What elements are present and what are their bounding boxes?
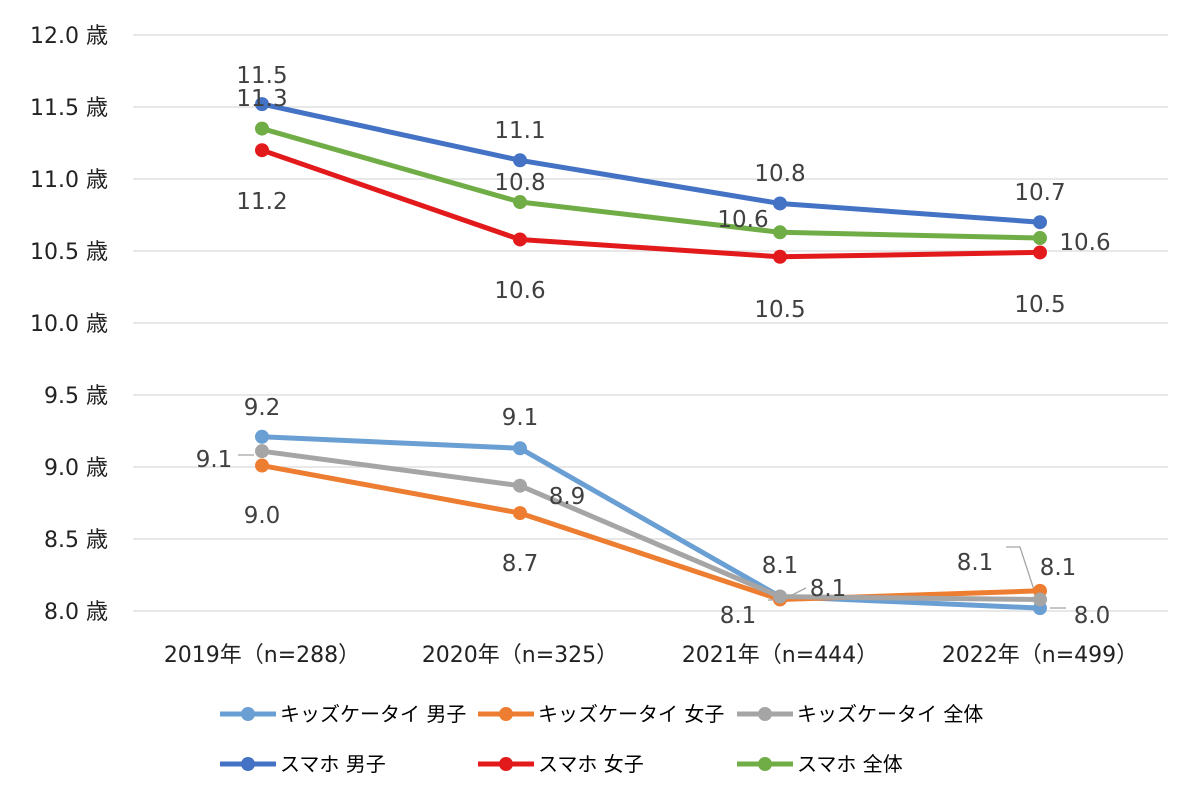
- legend-marker: [241, 757, 255, 771]
- data-label: 10.6: [717, 207, 768, 233]
- data-point: [513, 441, 527, 456]
- data-point: [255, 458, 269, 473]
- data-label: 8.1: [1040, 555, 1077, 581]
- data-label: 9.2: [244, 395, 281, 421]
- legend-marker: [499, 707, 513, 721]
- gridlines: [133, 34, 1168, 612]
- data-point: [255, 121, 269, 136]
- legend-label: スマホ 男子: [280, 752, 386, 776]
- y-tick-label: 8.0 歳: [44, 600, 108, 625]
- y-tick-label: 10.0 歳: [30, 312, 108, 337]
- series: [255, 121, 1047, 246]
- legend-label: スマホ 全体: [797, 752, 903, 776]
- data-point: [513, 232, 527, 247]
- data-label: 8.1: [957, 550, 994, 576]
- legend-label: キッズケータイ 女子: [538, 702, 724, 726]
- data-label: 10.5: [1014, 292, 1065, 318]
- legend-marker: [499, 757, 513, 771]
- data-label: 10.6: [1059, 230, 1110, 256]
- data-label: 10.7: [1014, 180, 1065, 206]
- data-point: [255, 444, 269, 459]
- data-label: 11.2: [236, 189, 287, 215]
- data-point: [773, 249, 787, 264]
- data-label: 10.5: [754, 297, 805, 323]
- series: [255, 458, 1047, 607]
- x-category-label: 2019年（n=288）: [164, 643, 360, 668]
- series-line: [259, 147, 1043, 260]
- legend-label: キッズケータイ 全体: [797, 702, 983, 726]
- data-label: 9.1: [502, 405, 539, 431]
- data-point: [255, 97, 269, 112]
- data-label: 8.1: [810, 576, 847, 602]
- legend-label: キッズケータイ 男子: [280, 702, 466, 726]
- y-axis-tick-labels: 8.0 歳 8.5 歳 9.0 歳 9.5 歳 10.0 歳 10.5 歳 11.0 歳 11…: [30, 24, 108, 625]
- series-line: [259, 448, 1043, 602]
- data-label: 8.0: [1074, 603, 1111, 629]
- y-tick-label: 12.0 歳: [30, 24, 108, 49]
- legend-item: キッズケータイ 女子: [478, 702, 724, 726]
- x-category-label: 2022年（n=499）: [942, 643, 1138, 668]
- data-label: 8.1: [720, 603, 757, 629]
- label-leader-lines: [238, 454, 1066, 609]
- legend-marker: [241, 707, 255, 721]
- data-point: [1033, 231, 1047, 246]
- y-tick-label: 8.5 歳: [44, 528, 108, 553]
- data-label: 10.8: [754, 161, 805, 187]
- data-point: [255, 143, 269, 158]
- data-point: [513, 506, 527, 521]
- series-lines: [255, 97, 1047, 616]
- x-axis-category-labels: 2019年（n=288） 2020年（n=325） 2021年（n=444） 2022…: [164, 643, 1138, 668]
- y-tick-label: 10.5 歳: [30, 240, 108, 265]
- data-point: [1033, 245, 1047, 260]
- series: [255, 97, 1047, 230]
- series: [255, 444, 1047, 607]
- data-point: [513, 153, 527, 168]
- series-line: [259, 126, 1043, 241]
- legend-item: スマホ 女子: [478, 752, 644, 776]
- y-tick-label: 11.0 歳: [30, 168, 108, 193]
- x-category-label: 2020年（n=325）: [422, 643, 618, 668]
- series: [255, 429, 1047, 616]
- x-category-label: 2021年（n=444）: [682, 643, 878, 668]
- data-point: [513, 195, 527, 210]
- data-label: 9.0: [244, 503, 281, 529]
- data-label: 11.1: [494, 118, 545, 144]
- legend-marker: [758, 757, 772, 771]
- y-tick-label: 11.5 歳: [30, 96, 108, 121]
- data-point: [1033, 592, 1047, 607]
- series: [255, 143, 1047, 264]
- legend-label: スマホ 女子: [538, 752, 644, 776]
- data-label: 8.1: [762, 553, 799, 579]
- legend-item: スマホ 男子: [220, 752, 386, 776]
- data-point: [513, 478, 527, 493]
- data-label: 8.9: [549, 484, 586, 510]
- data-labels: 9.2 9.18.18.09.08.78.18.19.18.98.18.111.5…: [196, 63, 1111, 629]
- data-label: 9.1: [196, 447, 233, 473]
- data-label: 11.5: [236, 63, 287, 89]
- data-label: 11.3: [236, 86, 287, 112]
- legend-marker: [758, 707, 772, 721]
- leader-line: [1006, 546, 1037, 597]
- legend-item: キッズケータイ 全体: [737, 702, 983, 726]
- y-tick-label: 9.5 歳: [44, 384, 108, 409]
- data-label: 10.8: [494, 170, 545, 196]
- data-label: 10.6: [494, 278, 545, 304]
- data-point: [255, 429, 269, 444]
- data-point: [773, 589, 787, 604]
- series-line: [259, 101, 1043, 225]
- data-point: [773, 196, 787, 211]
- data-label: 8.7: [502, 551, 539, 577]
- series-line: [259, 434, 1043, 611]
- data-point: [773, 225, 787, 240]
- series-line: [259, 463, 1043, 602]
- legend-item: キッズケータイ 男子: [220, 702, 466, 726]
- data-point: [1033, 215, 1047, 230]
- y-tick-label: 9.0 歳: [44, 456, 108, 481]
- legend-item: スマホ 全体: [737, 752, 903, 776]
